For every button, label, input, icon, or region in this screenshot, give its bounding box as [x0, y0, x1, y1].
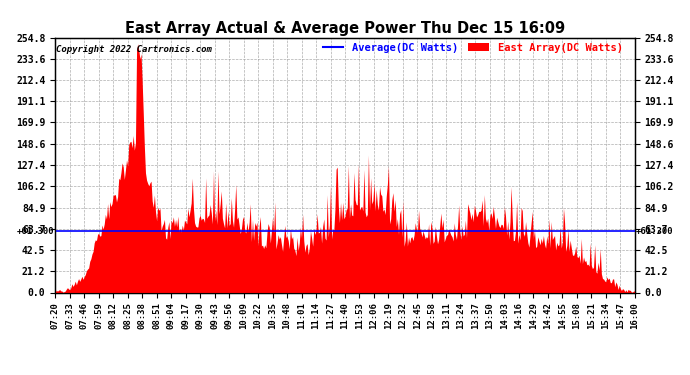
- Text: +61.300: +61.300: [635, 226, 673, 236]
- Title: East Array Actual & Average Power Thu Dec 15 16:09: East Array Actual & Average Power Thu De…: [125, 21, 565, 36]
- Text: Copyright 2022 Cartronics.com: Copyright 2022 Cartronics.com: [56, 45, 212, 54]
- Text: +61.300: +61.300: [17, 226, 55, 236]
- Legend: Average(DC Watts), East Array(DC Watts): Average(DC Watts), East Array(DC Watts): [322, 43, 622, 53]
